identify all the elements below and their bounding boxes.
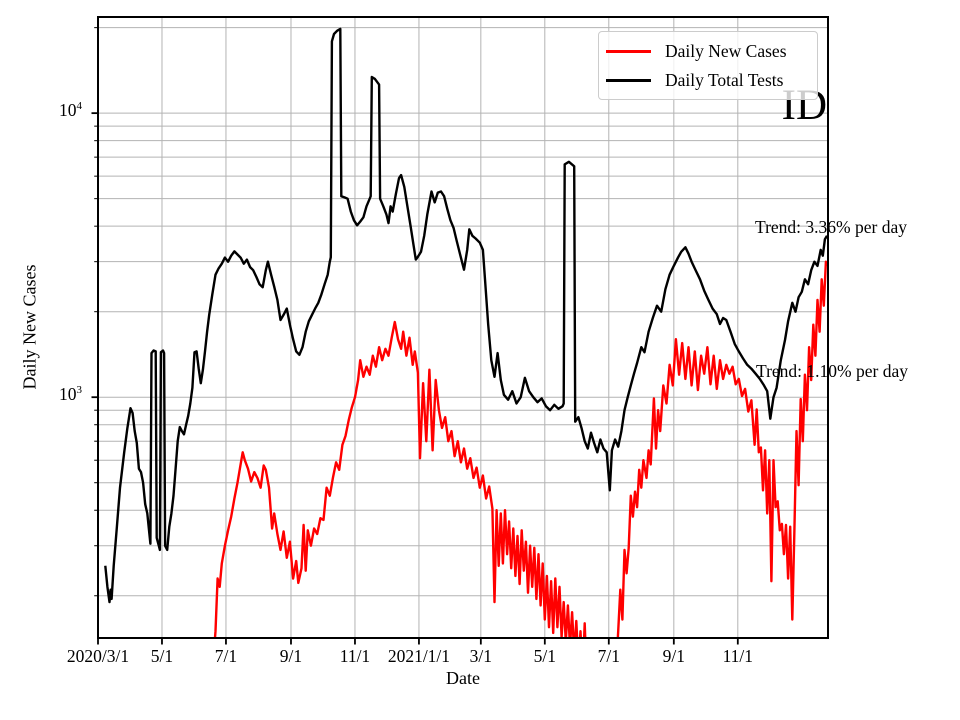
x-tick-label: 2021/1/1 bbox=[387, 646, 451, 666]
legend-entry-daily-total-tests: Daily Total Tests bbox=[606, 66, 810, 95]
x-tick-label: 9/1 bbox=[279, 646, 303, 666]
trend-annotation-cases: Trend: 1.10% per day bbox=[756, 361, 908, 381]
gridlines bbox=[98, 17, 828, 638]
legend-label: Daily Total Tests bbox=[665, 70, 784, 90]
y-tick-label: 104 bbox=[59, 100, 82, 121]
x-tick-label: 2020/3/1 bbox=[66, 646, 130, 666]
x-tick-label: 3/1 bbox=[469, 646, 493, 666]
x-axis-label: Date bbox=[446, 668, 480, 688]
y-axis-label: Daily New Cases bbox=[19, 264, 40, 390]
x-tick-label: 7/1 bbox=[597, 646, 620, 666]
x-tick-label: 5/1 bbox=[533, 646, 556, 666]
series-daily-new-cases bbox=[213, 260, 828, 638]
legend-entry-daily-new-cases: Daily New Cases bbox=[606, 37, 810, 66]
x-tick-label: 7/1 bbox=[214, 646, 238, 666]
x-tick-label: 11/1 bbox=[722, 646, 754, 666]
plot-border bbox=[97, 16, 829, 639]
legend-label: Daily New Cases bbox=[665, 41, 787, 61]
x-tick-label: 11/1 bbox=[339, 646, 371, 666]
y-tick-label: 103 bbox=[59, 384, 82, 405]
series-daily-total-tests bbox=[104, 27, 828, 604]
legend-line-black bbox=[606, 79, 651, 82]
legend: Daily New Cases Daily Total Tests bbox=[598, 31, 818, 100]
legend-line-red bbox=[606, 50, 651, 53]
trend-annotation-tests: Trend: 3.36% per day bbox=[755, 217, 907, 237]
x-tick-label: 9/1 bbox=[662, 646, 685, 666]
axis-ticks bbox=[91, 27, 739, 645]
x-tick-label: 5/1 bbox=[150, 646, 174, 666]
